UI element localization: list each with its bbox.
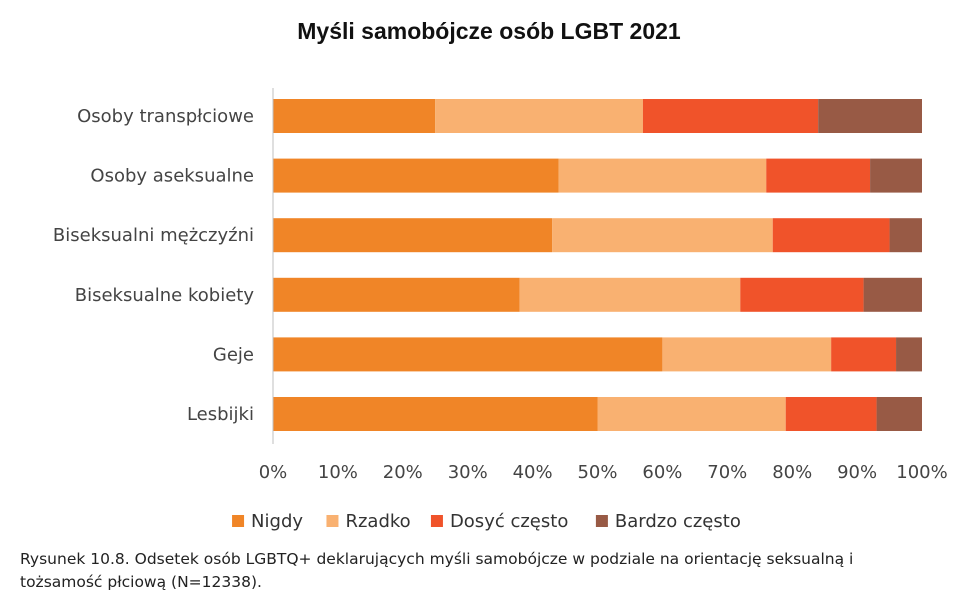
legend-label-bardzo-czesto: Bardzo często bbox=[615, 511, 741, 532]
category-label: Biseksualni mężczyźni bbox=[53, 225, 254, 246]
legend-swatch-dosyc-czesto bbox=[430, 515, 443, 527]
bar-biseksualni-mezczyzni-bardzo-czesto bbox=[889, 218, 922, 253]
bar-osoby-transplciowe-nigdy bbox=[273, 99, 436, 133]
bar-osoby-aseksualne-rzadko bbox=[558, 158, 767, 193]
x-tick-label: 0% bbox=[259, 462, 288, 483]
bar-osoby-transplciowe-dosyc-czesto bbox=[642, 99, 819, 133]
bar-lesbijki-bardzo-czesto bbox=[876, 397, 922, 431]
x-tick-label: 70% bbox=[707, 462, 747, 483]
figure-caption: Rysunek 10.8. Odsetek osób LGBTQ+ deklar… bbox=[20, 548, 950, 594]
bar-lesbijki-nigdy bbox=[273, 397, 598, 431]
legend-swatch-rzadko bbox=[326, 515, 339, 527]
legend: Nigdy Rzadko Dosyć często Bardzo często bbox=[232, 511, 741, 532]
bar-osoby-transplciowe-bardzo-czesto bbox=[818, 99, 922, 133]
bar-lesbijki-dosyc-czesto bbox=[785, 397, 877, 431]
x-tick-label: 20% bbox=[383, 462, 423, 483]
bar-biseksualne-kobiety-nigdy bbox=[273, 277, 520, 312]
stacked-bar-chart: Osoby transpłciowe Osoby aseksualne Biseks… bbox=[53, 88, 948, 532]
bar-biseksualni-mezczyzni-dosyc-czesto bbox=[772, 218, 890, 253]
category-label: Osoby transpłciowe bbox=[77, 106, 254, 127]
bar-lesbijki-rzadko bbox=[597, 397, 786, 431]
bar-geje-dosyc-czesto bbox=[831, 337, 897, 372]
x-tick-label: 90% bbox=[837, 462, 877, 483]
bar-biseksualni-mezczyzni-rzadko bbox=[552, 218, 773, 253]
x-tick-label: 10% bbox=[318, 462, 358, 483]
bar-osoby-aseksualne-dosyc-czesto bbox=[766, 158, 871, 193]
legend-swatch-nigdy bbox=[232, 515, 245, 527]
x-tick-label: 40% bbox=[513, 462, 553, 483]
bar-biseksualne-kobiety-rzadko bbox=[519, 277, 741, 312]
bar-biseksualni-mezczyzni-nigdy bbox=[273, 218, 553, 253]
bar-geje-rzadko bbox=[662, 337, 832, 372]
x-tick-label: 80% bbox=[772, 462, 812, 483]
bars-group bbox=[273, 99, 922, 431]
bar-osoby-transplciowe-rzadko bbox=[435, 99, 643, 133]
bar-biseksualne-kobiety-bardzo-czesto bbox=[863, 277, 922, 312]
x-tick-label: 100% bbox=[896, 462, 947, 483]
category-label: Biseksualne kobiety bbox=[75, 285, 255, 306]
bar-geje-bardzo-czesto bbox=[896, 337, 922, 372]
bar-osoby-aseksualne-nigdy bbox=[273, 158, 559, 193]
category-labels: Osoby transpłciowe Osoby aseksualne Biseks… bbox=[53, 106, 254, 425]
caption-line-1: Rysunek 10.8. Odsetek osób LGBTQ+ deklar… bbox=[20, 550, 854, 568]
category-label: Lesbijki bbox=[187, 404, 254, 425]
x-tick-label: 60% bbox=[642, 462, 682, 483]
category-label: Osoby aseksualne bbox=[90, 166, 254, 187]
bar-osoby-aseksualne-bardzo-czesto bbox=[870, 158, 922, 193]
x-tick-label: 30% bbox=[448, 462, 488, 483]
x-tick-labels: 0% 10% 20% 30% 40% 50% 60% 70% 80% 90% 100% bbox=[259, 462, 948, 483]
legend-label-rzadko: Rzadko bbox=[345, 511, 410, 532]
caption-line-2: tożsamość płciową (N=12338). bbox=[20, 573, 262, 591]
chart-title: Myśli samobójcze osób LGBT 2021 bbox=[297, 18, 681, 44]
legend-label-dosyc-czesto: Dosyć często bbox=[450, 511, 568, 532]
bar-geje-nigdy bbox=[273, 337, 663, 372]
x-tick-label: 50% bbox=[577, 462, 617, 483]
bar-biseksualne-kobiety-dosyc-czesto bbox=[740, 277, 864, 312]
legend-swatch-bardzo-czesto bbox=[595, 515, 608, 527]
category-label: Geje bbox=[213, 344, 254, 365]
legend-label-nigdy: Nigdy bbox=[251, 511, 303, 532]
